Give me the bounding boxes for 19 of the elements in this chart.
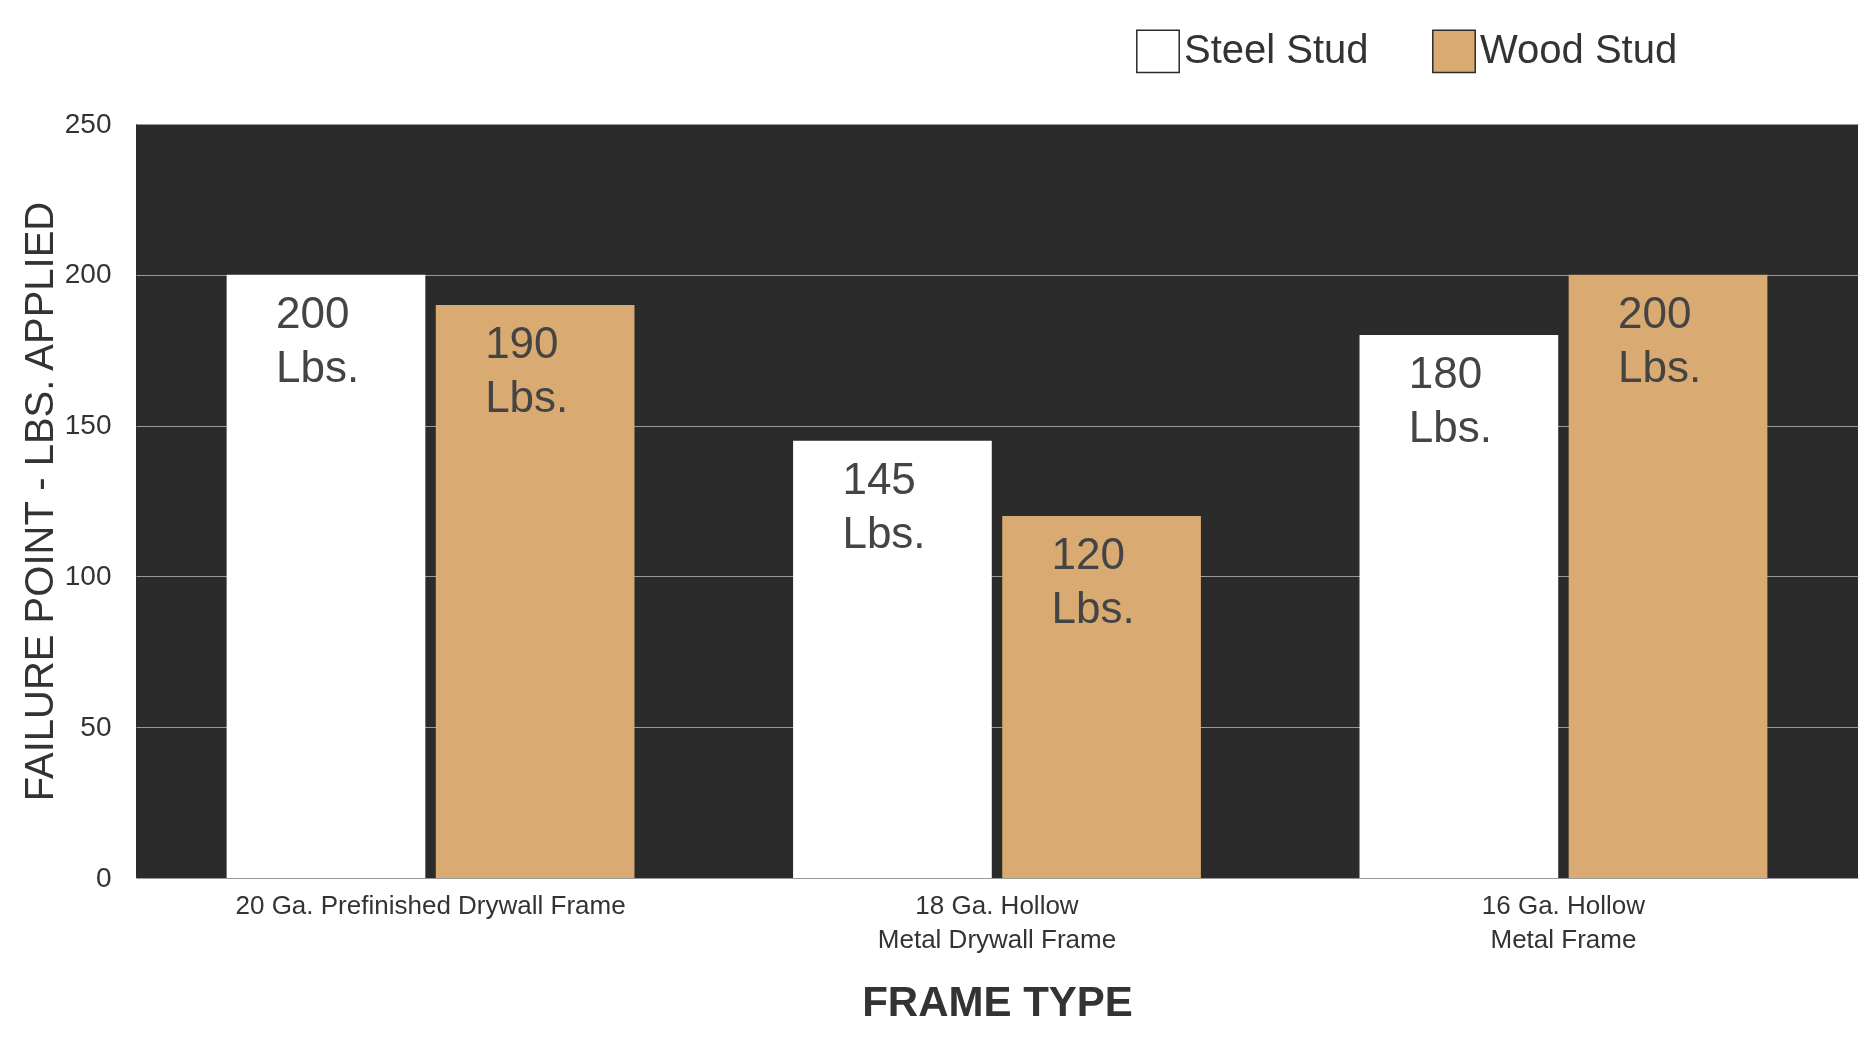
y-tick-label: 0 [95,861,112,893]
y-tick-label: 150 [64,409,112,441]
x-tick-label: 20 Ga. Prefinished Drywall Frame [235,889,626,920]
y-tick-label: 250 [64,107,112,139]
data-label: 120 Lbs. [1051,529,1135,633]
data-label: 200 Lbs. [275,287,360,391]
legend-label: Steel Stud [1184,27,1369,72]
data-label: 145 Lbs. [842,453,926,557]
data-label: 190 Lbs. [485,317,569,421]
x-axis-title: FRAME TYPE [862,977,1133,1025]
y-axis-title: FAILURE POINT - LBS. APPLIED [16,201,61,802]
legend-label: Wood Stud [1480,27,1678,72]
data-label: 180 Lbs. [1408,348,1493,452]
x-tick-label: 18 Ga. Hollow Metal Drywall Frame [877,889,1117,954]
y-tick-label: 50 [80,710,112,742]
x-tick-label: 16 Ga. Hollow Metal Frame [1481,889,1646,954]
y-tick-label: 100 [64,559,112,591]
data-label: 200 Lbs. [1618,287,1702,391]
y-tick-label: 200 [64,258,112,290]
